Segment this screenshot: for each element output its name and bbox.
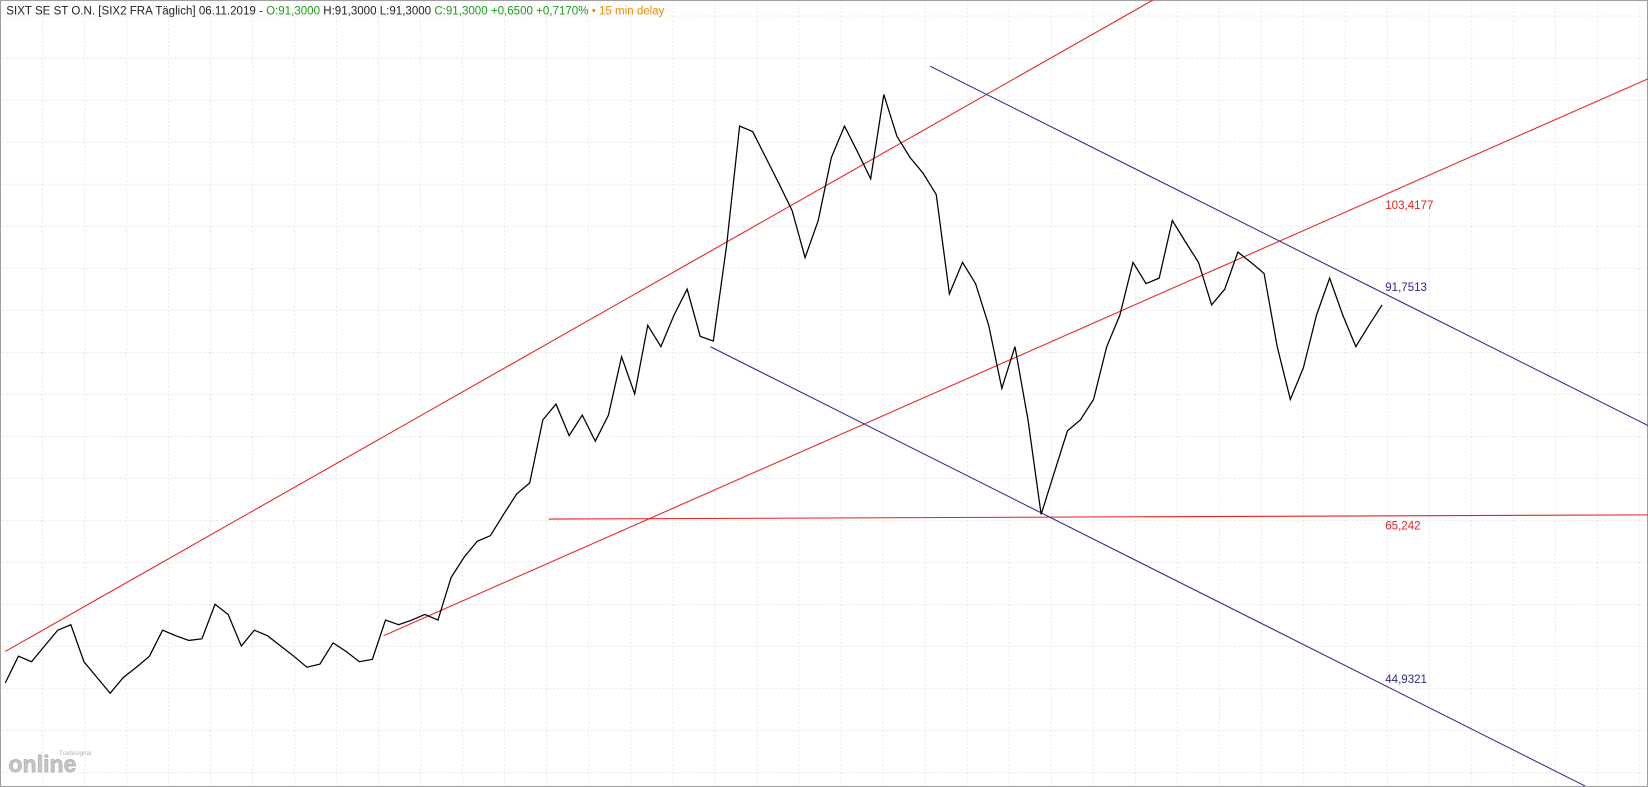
annotation: 65,242: [1385, 520, 1420, 532]
trend-lines: [4, 0, 1648, 787]
logo: Tradesignal online: [8, 750, 91, 777]
delay: • 15 min delay: [592, 6, 665, 18]
header: SIXT SE ST O.N. [SIX2 FRA Täglich] 06.11…: [6, 6, 664, 18]
annotation: 91,7513: [1385, 282, 1427, 294]
trend-line: [4, 0, 1154, 652]
trend-line: [710, 346, 1586, 787]
price-line: [4, 94, 1383, 695]
high-low: H:91,3000 L:91,3000: [323, 6, 431, 18]
annotation: 103,4177: [1385, 200, 1433, 212]
trend-line: [929, 65, 1648, 427]
annotation: 44,9321: [1385, 674, 1427, 686]
logo-small: Tradesignal: [59, 750, 92, 757]
open: O:91,3000: [266, 6, 320, 18]
logo-big: online: [8, 751, 76, 777]
trend-line: [548, 514, 1648, 520]
trend-line: [383, 78, 1648, 637]
change-pct: +0,7170%: [536, 6, 588, 18]
change: +0,6500: [491, 6, 533, 18]
close: C:91,3000: [434, 6, 487, 18]
instrument: SIXT SE ST O.N. [SIX2 FRA Täglich] 06.11…: [6, 6, 263, 18]
